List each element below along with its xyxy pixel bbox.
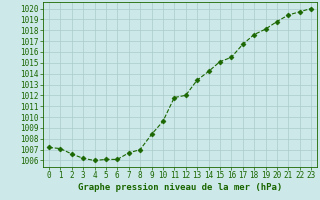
X-axis label: Graphe pression niveau de la mer (hPa): Graphe pression niveau de la mer (hPa) — [78, 183, 282, 192]
